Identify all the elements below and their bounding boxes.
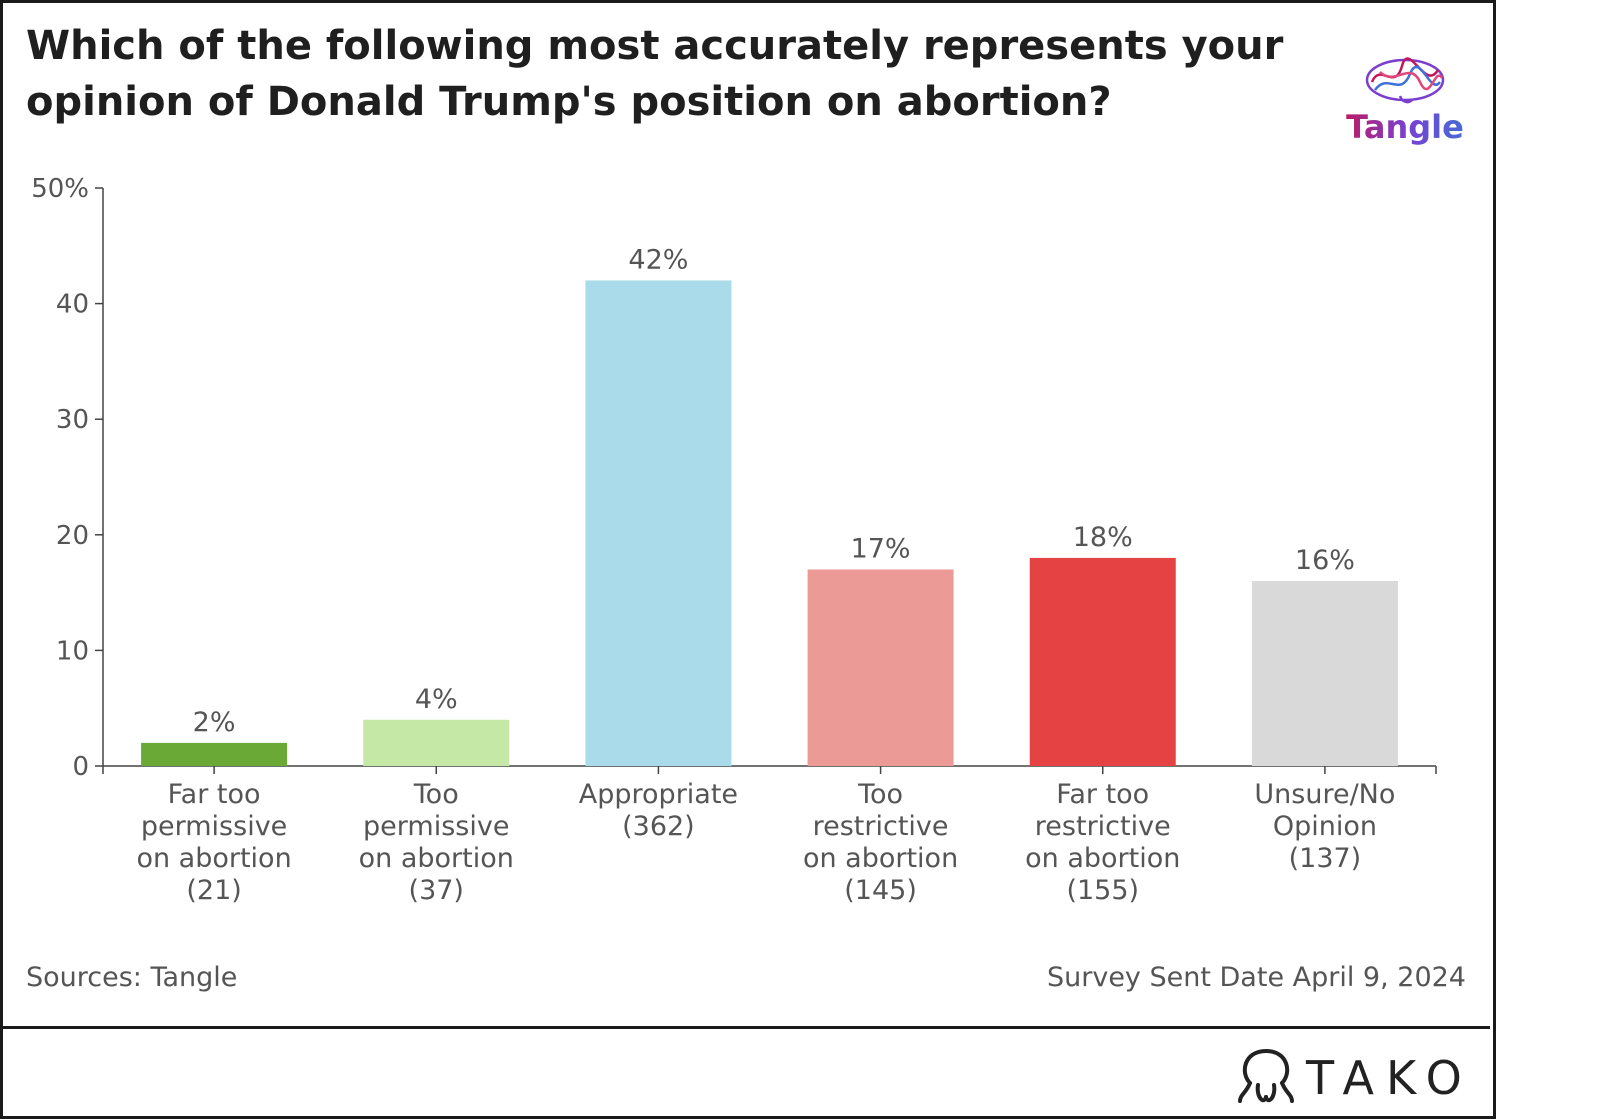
tako-brand: TAKO — [1236, 1045, 1486, 1115]
x-category-label: Far too permissive on abortion (21) — [136, 779, 291, 906]
chart-title: Which of the following most accurately r… — [26, 23, 1284, 125]
tako-brand-text: TAKO — [1306, 1051, 1474, 1105]
footer-divider — [0, 1026, 1490, 1029]
x-category-label: Unsure/No Opinion (137) — [1254, 779, 1395, 874]
x-category-label: Far too restrictive on abortion (155) — [1025, 779, 1180, 906]
x-category-label: Too permissive on abortion (37) — [359, 779, 514, 906]
tangle-logo: Tangle — [1340, 52, 1470, 162]
y-tick-label: 50% — [31, 174, 89, 204]
bar — [363, 719, 510, 766]
bar-value-label: 17% — [851, 533, 911, 564]
bar-value-label: 4% — [415, 684, 458, 715]
bar-value-label: 18% — [1073, 522, 1133, 553]
bar-chart: 0 10 20 30 40 50% 2% Far too permissive on aborti… — [31, 174, 1437, 906]
y-tick-label: 0 — [72, 752, 89, 782]
bar-value-label: 2% — [193, 707, 236, 738]
source-note: Sources: Tangle — [26, 962, 238, 993]
y-tick-label: 20 — [56, 521, 89, 551]
bar — [585, 280, 732, 766]
survey-date-note: Survey Sent Date April 9, 2024 — [1046, 962, 1466, 993]
bar-value-label: 42% — [628, 244, 688, 275]
tako-octopus-icon — [1238, 1048, 1294, 1103]
chart-card — [0, 0, 1496, 1119]
bar — [807, 569, 954, 766]
bar-value-label: 16% — [1295, 545, 1355, 576]
tangle-logo-text: Tangle — [1340, 108, 1470, 146]
y-tick-label: 10 — [56, 636, 89, 666]
bar — [1029, 557, 1176, 766]
y-tick-label: 30 — [56, 405, 89, 435]
y-tick-label: 40 — [56, 290, 89, 320]
x-category-label: Appropriate (362) — [579, 779, 738, 842]
x-category-label: Too restrictive on abortion (145) — [803, 779, 958, 906]
bar — [1251, 581, 1398, 766]
brain-scribble-icon — [1365, 57, 1445, 104]
bar — [141, 742, 288, 766]
